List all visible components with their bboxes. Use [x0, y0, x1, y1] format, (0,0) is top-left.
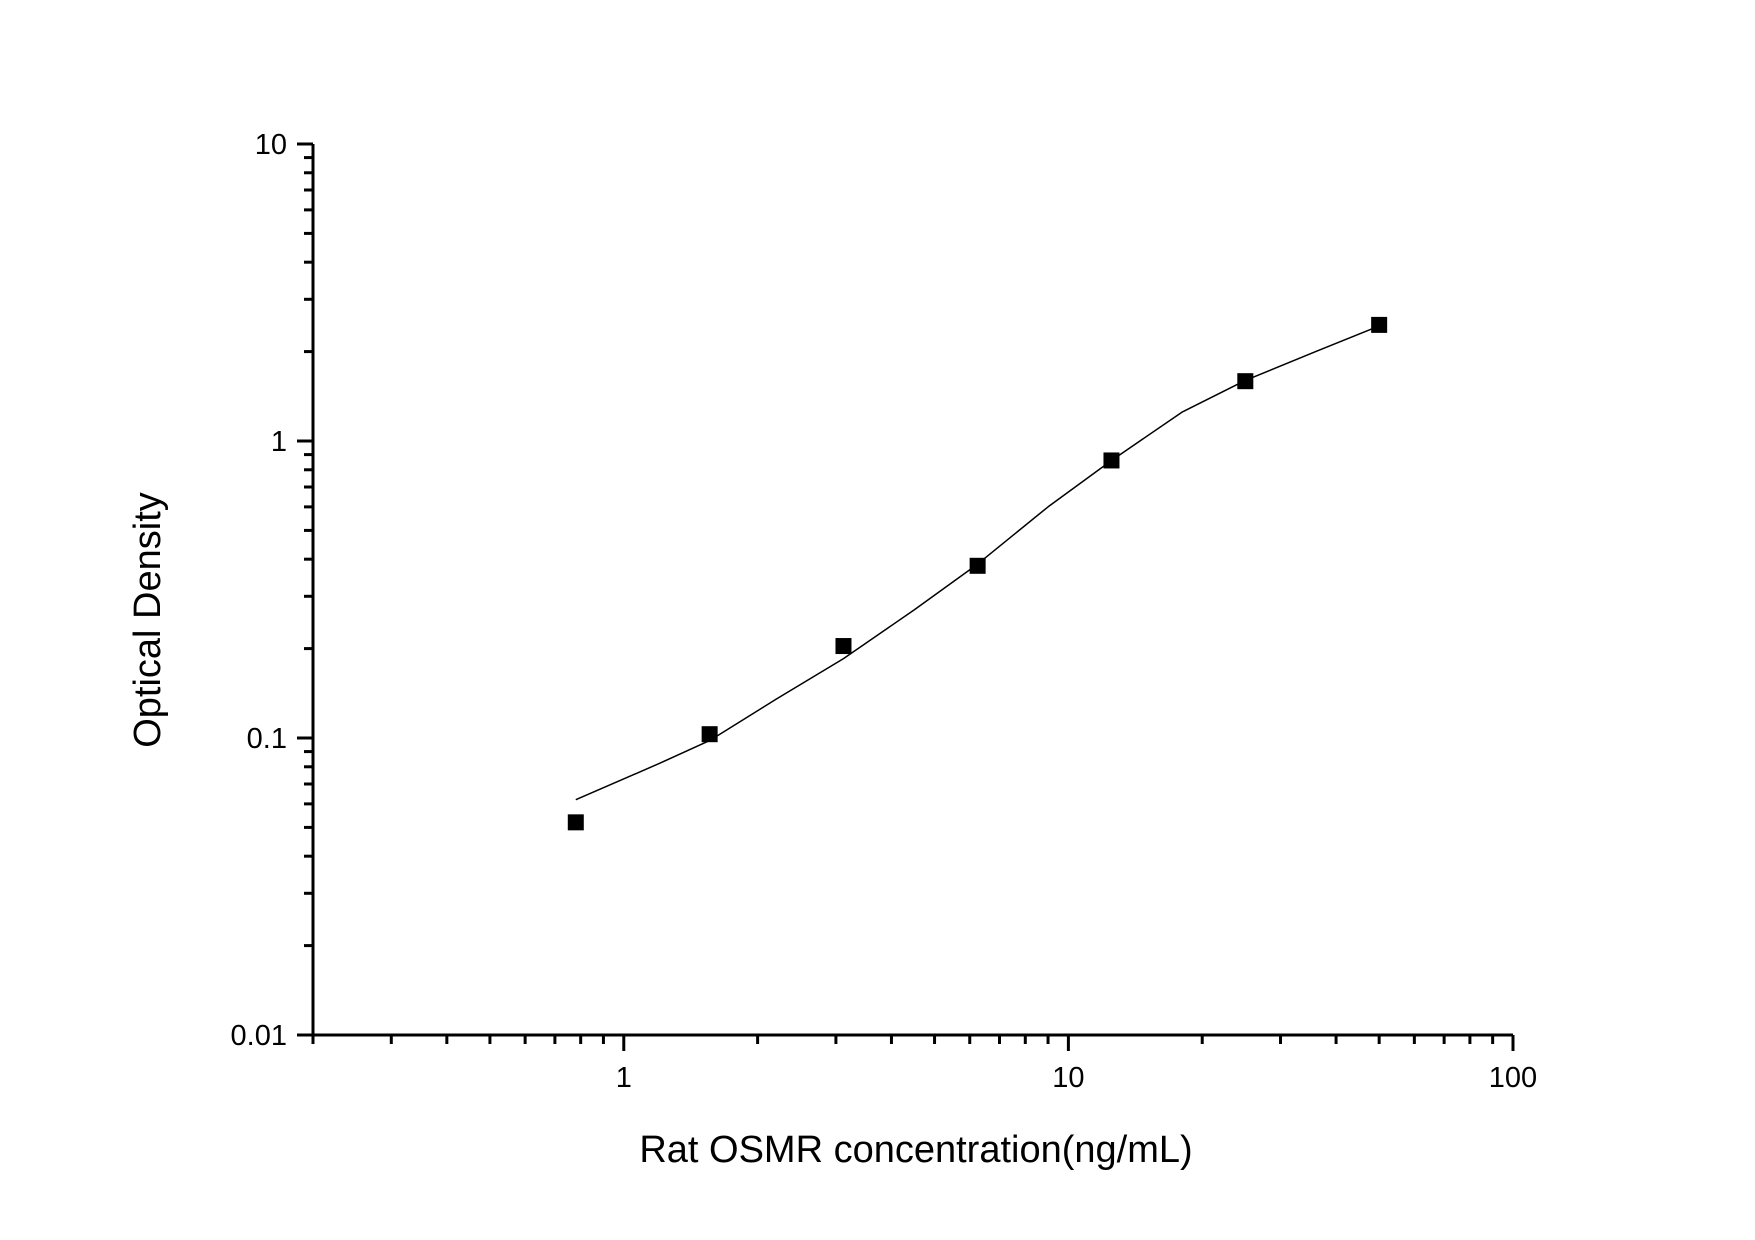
- data-point-square-marker: [835, 638, 852, 655]
- axes: 1 10 100 0.01 0.1 1 10: [231, 129, 1538, 1094]
- y-tick-label: 0.01: [231, 1020, 287, 1052]
- x-tick-label: 10: [1052, 1062, 1084, 1094]
- data-point-square-marker: [969, 557, 986, 574]
- y-tick-label: 10: [255, 129, 287, 161]
- y-tick-label: 1: [271, 426, 287, 458]
- x-tick-label: 1: [616, 1062, 632, 1094]
- data-point-square-marker: [1371, 316, 1388, 333]
- y-axis-title: Optical Density: [127, 492, 169, 748]
- x-tick-label: 100: [1489, 1062, 1537, 1094]
- data-point-square-marker: [701, 726, 718, 743]
- data-points: [567, 316, 1388, 831]
- y-tick-label: 0.1: [247, 723, 287, 755]
- data-point-square-marker: [567, 814, 584, 831]
- x-axis-title: Rat OSMR concentration(ng/mL): [639, 1129, 1192, 1171]
- data-point-square-marker: [1237, 373, 1254, 390]
- data-point-square-marker: [1103, 452, 1120, 469]
